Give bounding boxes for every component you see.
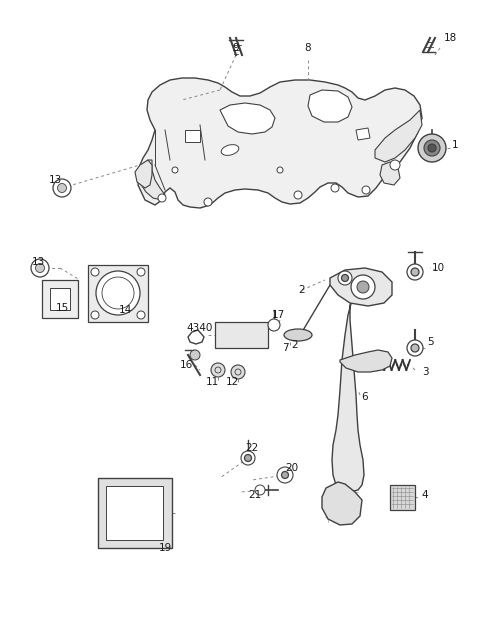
- Text: 15: 15: [55, 303, 69, 313]
- Circle shape: [341, 274, 348, 281]
- Text: 3: 3: [422, 367, 428, 377]
- Polygon shape: [380, 162, 400, 185]
- Circle shape: [58, 183, 67, 193]
- Text: 20: 20: [286, 463, 299, 473]
- Circle shape: [281, 471, 288, 479]
- Circle shape: [424, 140, 440, 156]
- Polygon shape: [88, 265, 148, 322]
- Text: 16: 16: [180, 360, 192, 370]
- Circle shape: [31, 259, 49, 277]
- Circle shape: [268, 319, 280, 331]
- Circle shape: [351, 275, 375, 299]
- Polygon shape: [322, 482, 362, 525]
- Circle shape: [362, 186, 370, 194]
- Text: 6: 6: [362, 392, 368, 402]
- Circle shape: [53, 179, 71, 197]
- Circle shape: [357, 281, 369, 293]
- Polygon shape: [332, 300, 364, 492]
- Polygon shape: [375, 110, 422, 162]
- Circle shape: [277, 167, 283, 173]
- Circle shape: [277, 467, 293, 483]
- Circle shape: [36, 263, 45, 273]
- Text: 1: 1: [452, 140, 458, 150]
- Polygon shape: [390, 485, 415, 510]
- Text: 18: 18: [444, 33, 456, 43]
- Text: 21: 21: [248, 490, 262, 500]
- Circle shape: [407, 264, 423, 280]
- Text: 4: 4: [422, 490, 428, 500]
- Text: 13: 13: [48, 175, 61, 185]
- Text: 13: 13: [31, 257, 45, 267]
- Polygon shape: [220, 103, 275, 134]
- Polygon shape: [215, 322, 268, 348]
- Polygon shape: [308, 90, 352, 122]
- Circle shape: [418, 134, 446, 162]
- Polygon shape: [50, 288, 70, 310]
- Text: 2: 2: [292, 340, 298, 350]
- Text: 10: 10: [432, 263, 444, 273]
- Text: 2: 2: [299, 285, 305, 295]
- Circle shape: [411, 344, 419, 352]
- Polygon shape: [98, 478, 172, 548]
- Polygon shape: [106, 486, 163, 540]
- Text: 4340: 4340: [187, 323, 213, 333]
- Circle shape: [241, 451, 255, 465]
- Polygon shape: [138, 160, 165, 200]
- Polygon shape: [135, 160, 152, 188]
- Circle shape: [231, 365, 245, 379]
- Polygon shape: [340, 350, 392, 372]
- Circle shape: [255, 485, 265, 495]
- Circle shape: [158, 194, 166, 202]
- Circle shape: [294, 191, 302, 199]
- Text: 8: 8: [305, 43, 312, 53]
- Circle shape: [96, 271, 140, 315]
- Circle shape: [91, 268, 99, 276]
- Circle shape: [137, 311, 145, 319]
- Polygon shape: [138, 78, 422, 208]
- Circle shape: [211, 363, 225, 377]
- Polygon shape: [330, 268, 392, 306]
- Ellipse shape: [221, 145, 239, 155]
- Circle shape: [407, 340, 423, 356]
- Ellipse shape: [284, 329, 312, 341]
- Text: 11: 11: [205, 377, 218, 387]
- Circle shape: [91, 311, 99, 319]
- Text: 5: 5: [427, 337, 433, 347]
- Circle shape: [390, 160, 400, 170]
- Polygon shape: [185, 130, 200, 142]
- Circle shape: [190, 350, 200, 360]
- Circle shape: [204, 198, 212, 206]
- Text: 17: 17: [271, 310, 285, 320]
- Text: 9: 9: [233, 43, 240, 53]
- Circle shape: [244, 455, 252, 461]
- Polygon shape: [42, 280, 78, 318]
- Polygon shape: [356, 128, 370, 140]
- Text: 22: 22: [245, 443, 259, 453]
- Text: 19: 19: [158, 543, 172, 553]
- Circle shape: [331, 184, 339, 192]
- Circle shape: [411, 268, 419, 276]
- Text: 7: 7: [282, 343, 288, 353]
- Circle shape: [428, 144, 436, 152]
- Text: 12: 12: [226, 377, 239, 387]
- Circle shape: [338, 271, 352, 285]
- Circle shape: [172, 167, 178, 173]
- Text: 14: 14: [119, 305, 132, 315]
- Circle shape: [137, 268, 145, 276]
